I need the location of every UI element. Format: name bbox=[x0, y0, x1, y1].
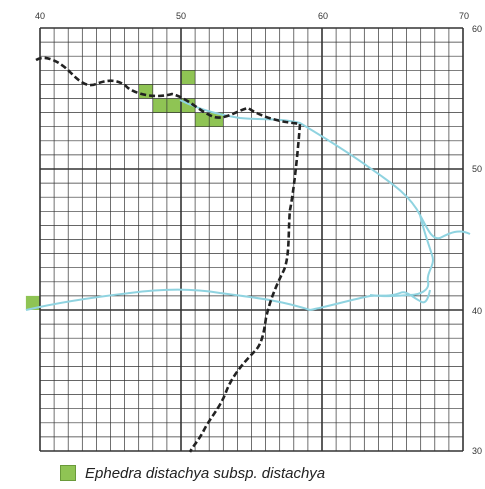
occurrence-cell bbox=[152, 98, 167, 113]
grid-lines bbox=[39, 27, 464, 452]
x-tick-label-40: 40 bbox=[35, 11, 45, 21]
x-tick-label-70: 70 bbox=[459, 11, 469, 21]
y-tick-label-50: 50 bbox=[472, 164, 482, 174]
y-tick-label-30: 30 bbox=[472, 446, 482, 456]
occurrence-cell bbox=[209, 112, 224, 127]
occurrence-cell bbox=[181, 70, 196, 85]
legend: Ephedra distachya subsp. distachya bbox=[60, 463, 325, 483]
legend-swatch bbox=[60, 465, 76, 481]
occurrence-cells bbox=[25, 70, 224, 310]
x-tick-label-60: 60 bbox=[318, 11, 328, 21]
y-tick-label-60: 60 bbox=[472, 24, 482, 34]
occurrence-cell bbox=[195, 112, 210, 127]
legend-label: Ephedra distachya subsp. distachya bbox=[85, 464, 326, 482]
x-tick-label-50: 50 bbox=[176, 11, 186, 21]
occurrence-cell bbox=[25, 295, 40, 310]
southern-river-line bbox=[25, 288, 431, 312]
occurrence-cell bbox=[166, 98, 181, 113]
northern-river-line bbox=[179, 99, 471, 298]
y-tick-label-40: 40 bbox=[472, 306, 482, 316]
coordinate-tick-labels: 40 50 60 70 60 50 40 30 bbox=[35, 11, 482, 456]
boundary-dashed-line bbox=[35, 56, 302, 453]
